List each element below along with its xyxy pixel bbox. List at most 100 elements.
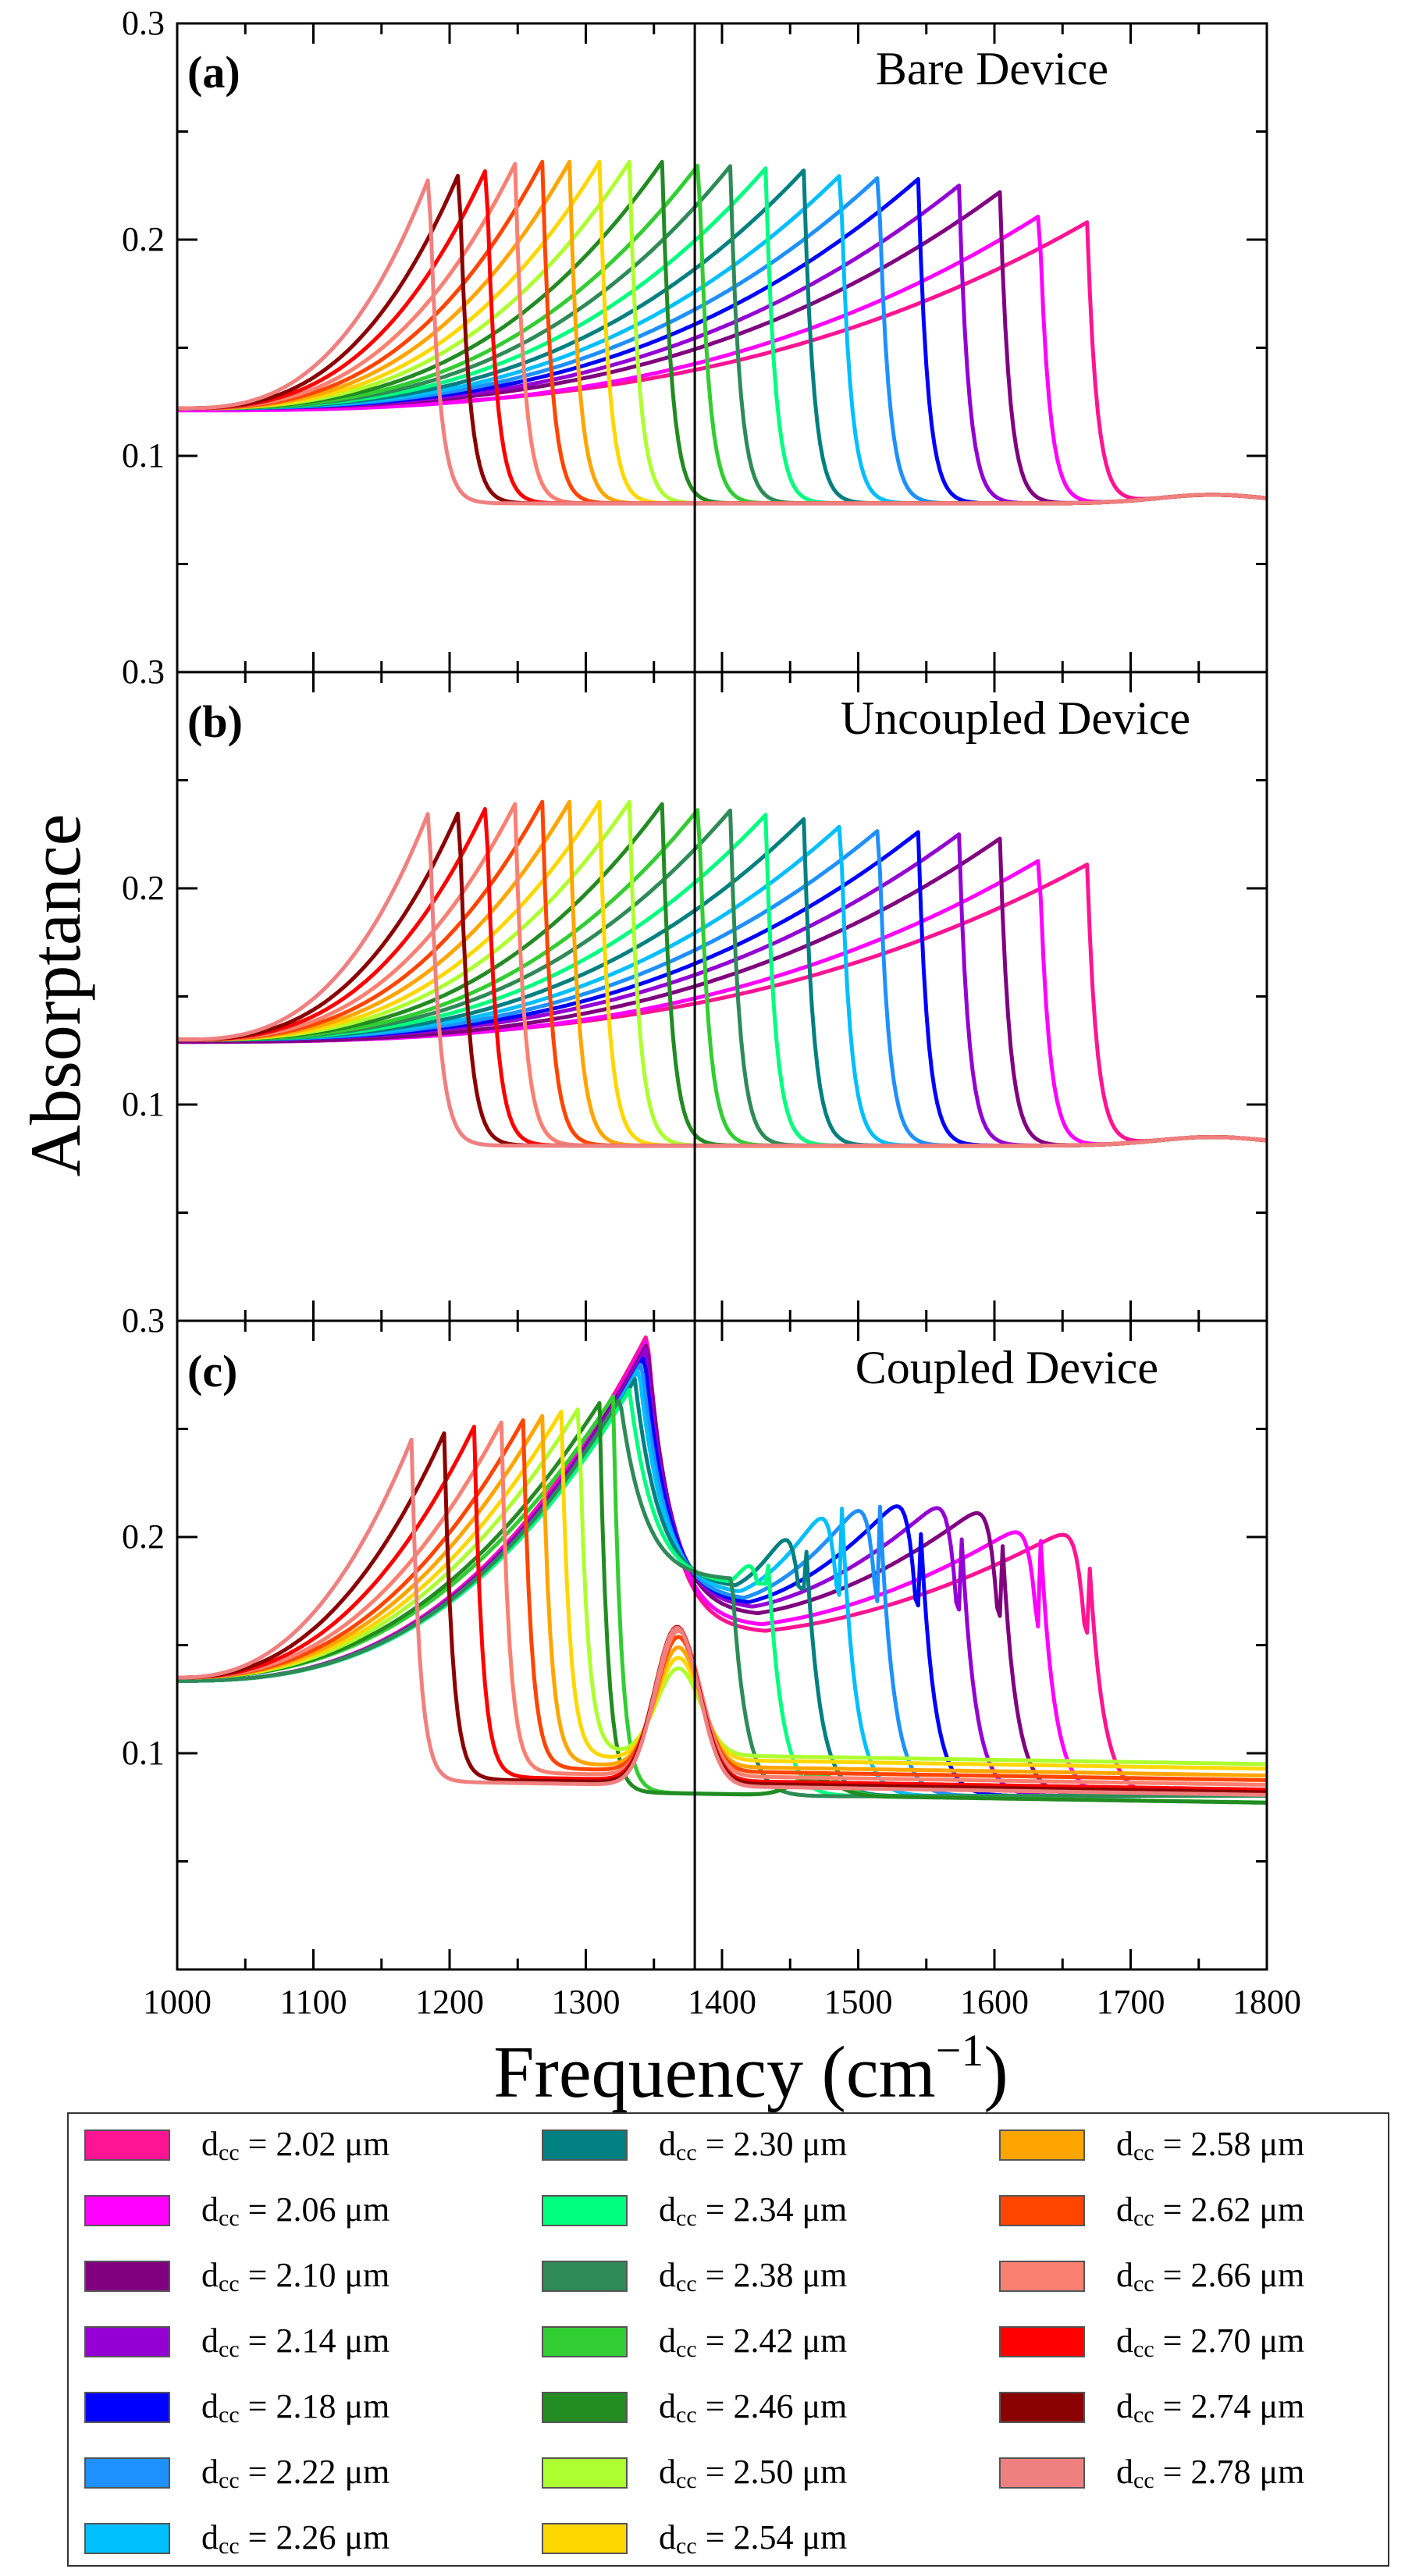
- legend-swatch: [542, 2523, 628, 2554]
- legend-label: dcc = 2.58 μm: [1116, 2125, 1305, 2165]
- panel-c-series-2.02: [177, 1335, 1267, 1798]
- legend-swatch: [84, 2261, 170, 2292]
- legend-label: dcc = 2.54 μm: [659, 2518, 848, 2559]
- panel-c-series-2.14: [177, 1347, 1267, 1799]
- panel-c-title: Coupled Device: [855, 1342, 1158, 1393]
- panel-a-ytick-label: 0.3: [122, 4, 165, 42]
- legend-swatch: [999, 2326, 1085, 2357]
- panel-b-ytick-label: 0.2: [122, 869, 165, 907]
- panel-c-curves: [177, 1335, 1267, 1805]
- legend-label: dcc = 2.62 μm: [1116, 2190, 1305, 2231]
- legend-item: dcc = 2.14 μm: [84, 2314, 389, 2370]
- panel-a-series-2.06: [177, 215, 1267, 504]
- panel-c-series-2.10: [177, 1343, 1267, 1798]
- legend-swatch: [542, 2129, 628, 2161]
- legend-item: dcc = 2.70 μm: [999, 2314, 1304, 2370]
- panel-a-plot-area: 0.1 0.2 0.3: [122, 4, 1268, 674]
- legend-item: dcc = 2.42 μm: [542, 2314, 847, 2370]
- legend-swatch: [542, 2261, 628, 2292]
- panel-c-series-2.78: [177, 1437, 1267, 1797]
- legend-label: dcc = 2.66 μm: [1116, 2256, 1305, 2297]
- panel-c-series-2.54: [177, 1409, 1267, 1771]
- panel-c-xtick-label: 1800: [1232, 1983, 1301, 2021]
- panel-a-frame: [176, 22, 1268, 674]
- panel-b-curves: [177, 799, 1267, 1148]
- legend-item: dcc = 2.38 μm: [542, 2248, 847, 2304]
- legend-swatch: [84, 2326, 170, 2357]
- legend-swatch: [999, 2457, 1085, 2489]
- legend-item: dcc = 2.22 μm: [84, 2445, 389, 2501]
- legend-swatch: [542, 2195, 628, 2226]
- legend-swatch: [999, 2261, 1085, 2292]
- panel-c: 0.1 0.2 0.3 1000 1100 1200 1300 1400 1500 1600 170…: [122, 1301, 1301, 2021]
- panel-a-series-2.78: [177, 178, 1267, 506]
- legend-item: dcc = 2.34 μm: [542, 2183, 847, 2239]
- panel-b: 0.1 0.2 0.3 (b) Uncoupled Device: [122, 653, 1268, 1322]
- legend-label: dcc = 2.70 μm: [1116, 2322, 1305, 2362]
- legend-item: dcc = 2.74 μm: [999, 2379, 1304, 2435]
- legend-item: dcc = 2.58 μm: [999, 2117, 1304, 2173]
- legend-label: dcc = 2.34 μm: [659, 2190, 848, 2231]
- panel-c-ytick-label: 0.2: [122, 1517, 165, 1556]
- legend-item: dcc = 2.62 μm: [999, 2183, 1304, 2239]
- panel-c-series-2.06: [177, 1340, 1267, 1798]
- legend-label: dcc = 2.78 μm: [1116, 2453, 1305, 2493]
- legend-swatch: [84, 2457, 170, 2489]
- panel-c-series-2.38: [177, 1398, 1267, 1799]
- panel-c-xtick-label: 1600: [960, 1983, 1029, 2021]
- panel-c-xtick-label: 1300: [552, 1983, 621, 2021]
- panel-c-xtick-label: 1000: [143, 1983, 212, 2021]
- legend-label: dcc = 2.46 μm: [659, 2387, 848, 2428]
- panel-a-series-2.02: [177, 220, 1267, 501]
- panel-a: 0.1 0.2 0.3 (a) Bare Device: [122, 4, 1268, 674]
- panel-c-series-2.46: [177, 1400, 1267, 1805]
- panel-b-label: (b): [187, 696, 243, 747]
- panel-b-ytick-label: 0.1: [122, 1085, 165, 1123]
- legend-label: dcc = 2.38 μm: [659, 2256, 848, 2297]
- legend-label: dcc = 2.10 μm: [201, 2256, 390, 2297]
- panel-c-xtick-label: 1100: [279, 1983, 347, 2021]
- legend-label: dcc = 2.22 μm: [201, 2453, 390, 2493]
- panel-c-series-2.66: [177, 1420, 1267, 1787]
- panel-b-title: Uncoupled Device: [841, 692, 1190, 744]
- legend-item: dcc = 2.18 μm: [84, 2379, 389, 2435]
- absorptance-figure: 0.1 0.2 0.3 (a) Bare Device 0.1 0.2 0.3 (b) …: [16, 4, 1301, 2112]
- legend-swatch: [84, 2195, 170, 2226]
- legend-swatch: [542, 2392, 628, 2423]
- x-axis-label-close: ): [984, 2032, 1008, 2112]
- legend-item: dcc = 2.02 μm: [84, 2117, 389, 2173]
- panel-a-ytick-label: 0.2: [122, 220, 165, 258]
- panel-b-ytick-label: 0.3: [122, 653, 165, 691]
- panel-c-ytick-label: 0.1: [122, 1734, 165, 1772]
- legend-label: dcc = 2.50 μm: [659, 2453, 848, 2493]
- legend-item: dcc = 2.46 μm: [542, 2379, 847, 2435]
- legend-item: dcc = 2.66 μm: [999, 2248, 1304, 2304]
- legend-item: dcc = 2.26 μm: [84, 2510, 389, 2567]
- legend-label: dcc = 2.30 μm: [659, 2125, 848, 2165]
- panel-c-label: (c): [187, 1346, 237, 1397]
- legend-item: dcc = 2.50 μm: [542, 2445, 847, 2501]
- panel-a-curves: [177, 159, 1267, 506]
- legend-item: dcc = 2.10 μm: [84, 2248, 389, 2304]
- legend-item: dcc = 2.06 μm: [84, 2183, 389, 2239]
- panel-b-series-2.78: [177, 812, 1267, 1148]
- legend-item: dcc = 2.78 μm: [999, 2445, 1304, 2501]
- y-axis-label: Absorptance: [16, 814, 95, 1177]
- legend-label: dcc = 2.14 μm: [201, 2322, 390, 2362]
- panel-b-plot-area: 0.1 0.2 0.3: [122, 653, 1268, 1322]
- legend-label: dcc = 2.26 μm: [201, 2518, 390, 2559]
- panel-c-xtick-label: 1200: [415, 1983, 484, 2021]
- legend-label: dcc = 2.06 μm: [201, 2190, 390, 2231]
- panel-c-xtick-label: 1500: [824, 1983, 893, 2021]
- panel-a-label: (a): [187, 47, 240, 98]
- panel-c-plot-area: 0.1 0.2 0.3 1000 1100 1200 1300 1400 1500 1600 170…: [122, 1301, 1301, 2021]
- panel-c-xtick-label: 1400: [688, 1983, 756, 2021]
- legend-item: dcc = 2.54 μm: [542, 2510, 847, 2567]
- legend: dcc = 2.02 μm dcc = 2.06 μm dcc = 2.10 μm d…: [67, 2112, 1389, 2567]
- legend-swatch: [542, 2457, 628, 2489]
- panel-a-ytick-label: 0.1: [122, 436, 165, 475]
- x-axis-label-exponent: −1: [936, 2025, 984, 2076]
- legend-label: dcc = 2.18 μm: [201, 2387, 390, 2428]
- legend-swatch: [999, 2392, 1085, 2423]
- panel-c-ytick-label: 0.3: [122, 1301, 165, 1340]
